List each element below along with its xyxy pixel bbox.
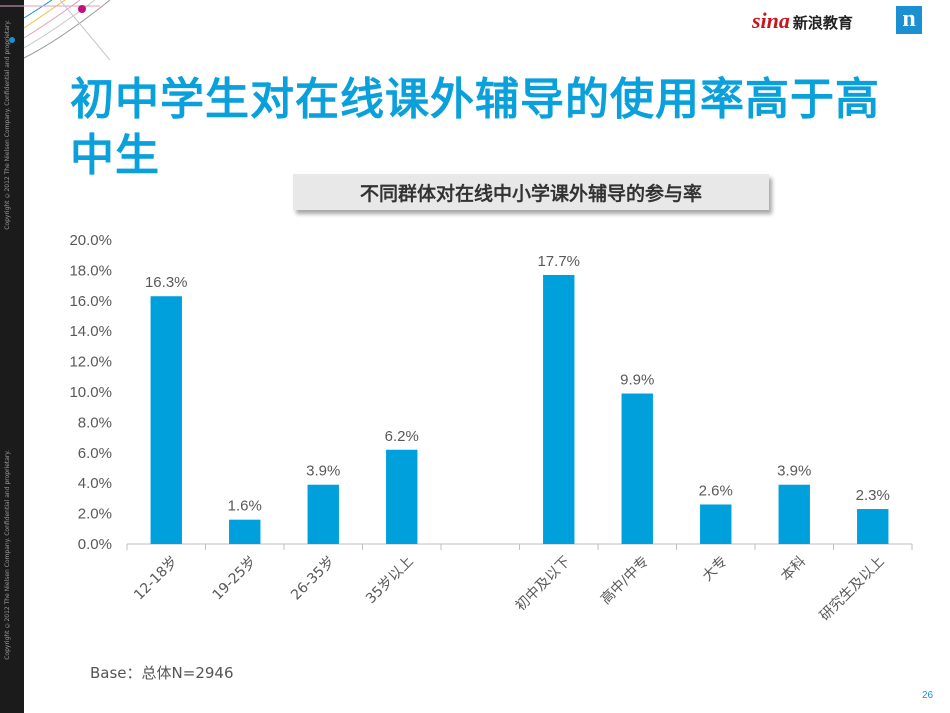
x-category-label: 初中及以下 [512,553,574,615]
data-label: 1.6% [228,498,262,515]
sina-education-text: 新浪教育 [792,14,853,32]
x-category-label: 本科 [778,554,809,585]
page-number: 26 [922,690,934,701]
bar [700,504,732,544]
y-tick-label: 18.0% [69,262,112,279]
sina-logo: sina 新浪教育 [752,8,853,34]
bar [150,296,182,544]
y-tick-label: 10.0% [69,384,112,401]
decorative-arcs [0,0,111,61]
data-label: 6.2% [385,428,419,445]
x-category-label: 26-35岁 [288,554,338,604]
slide-title: 初中学生对在线课外辅导的使用率高于高中生 [70,74,880,181]
base-note: Base：总体N=2946 [90,664,234,682]
bar [307,484,339,544]
x-category-label: 高中/中专 [597,553,652,608]
x-category-label: 19-25岁 [210,554,260,604]
chart-title: 不同群体对在线中小学课外辅导的参与率 [293,174,769,210]
y-tick-label: 20.0% [69,232,112,249]
bar [229,519,261,544]
bar [621,393,653,544]
y-tick-label: 12.0% [69,354,112,371]
bar [857,509,889,544]
y-tick-label: 16.0% [69,293,112,310]
data-label: 3.9% [306,463,340,480]
y-tick-label: 0.0% [78,536,112,553]
data-label: 2.3% [856,487,890,504]
x-category-label: 12-18岁 [131,554,181,604]
y-tick-label: 14.0% [69,323,112,340]
y-tick-label: 6.0% [78,445,112,462]
bar [543,274,575,544]
x-category-label: 35岁以上 [363,554,417,608]
data-label: 2.6% [699,482,733,499]
left-sidebar: Copyright ©2012 The Nielsen Company. Con… [0,0,24,713]
x-category-label: 研究生及以上 [817,554,888,625]
data-label: 16.3% [145,274,188,291]
x-category-label: 大专 [699,554,730,585]
bar [778,484,810,544]
data-label: 9.9% [620,372,654,389]
data-label: 17.7% [537,253,580,270]
nielsen-logo: n [896,6,922,34]
y-tick-label: 8.0% [78,414,112,431]
y-tick-label: 2.0% [78,506,112,523]
sina-logo-text: sina [752,8,790,33]
data-label: 3.9% [777,463,811,480]
y-tick-label: 4.0% [78,475,112,492]
bar [386,449,418,544]
